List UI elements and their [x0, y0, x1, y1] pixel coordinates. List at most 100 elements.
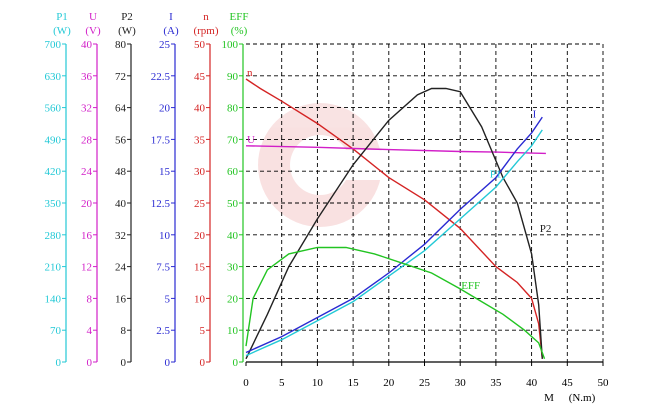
y-tick-label: 0: [165, 357, 171, 369]
y-tick-label: 80: [115, 39, 127, 51]
y-tick-label: 40: [227, 230, 239, 242]
y-tick-label: 16: [115, 293, 127, 305]
y-tick-label: 280: [45, 230, 62, 242]
y-tick-label: 560: [45, 103, 62, 115]
y-tick-label: 0: [121, 357, 127, 369]
y-tick-label: 24: [81, 166, 93, 178]
y-axis-unit: (%): [231, 25, 248, 37]
y-tick-label: 24: [115, 262, 127, 274]
y-tick-label: 630: [45, 71, 62, 83]
x-tick-label: 30: [455, 377, 467, 389]
x-tick-label: 50: [598, 377, 610, 389]
series-p2-line: [245, 87, 543, 360]
y-tick-label: 22.5: [151, 71, 171, 83]
y-axis-unit: (W): [118, 25, 136, 37]
y-tick-label: 700: [45, 39, 62, 51]
y-tick-label: 10: [227, 325, 239, 337]
series-lines: [245, 78, 546, 360]
y-axis-unit: (rpm): [193, 25, 218, 37]
x-tick-label: 20: [383, 377, 395, 389]
y-tick-label: 210: [45, 262, 62, 274]
y-tick-label: 72: [115, 71, 126, 83]
y-tick-label: 15: [159, 166, 171, 178]
y-tick-label: 100: [222, 39, 239, 51]
y-axis-unit: (A): [163, 25, 179, 37]
y-axis-name: I: [169, 11, 173, 23]
x-tick-label: 45: [562, 377, 574, 389]
y-tick-label: 70: [227, 134, 239, 146]
y-tick-label: 32: [115, 230, 126, 242]
y-tick-label: 45: [194, 71, 206, 83]
series-p2-label: P2: [540, 223, 552, 235]
y-tick-label: 25: [194, 198, 206, 210]
y-tick-label: 48: [115, 166, 127, 178]
y-tick-label: 350: [45, 198, 62, 210]
y-tick-label: 20: [194, 230, 206, 242]
x-tick-label: 0: [243, 377, 249, 389]
series-n-line: [245, 78, 543, 359]
series-p1-line: [245, 129, 543, 357]
y-tick-label: 56: [115, 134, 127, 146]
y-tick-label: 50: [227, 198, 239, 210]
x-tick-label: 25: [419, 377, 431, 389]
y-tick-label: 10: [194, 293, 206, 305]
y-axis-name: n: [203, 11, 209, 23]
x-axis: 0 5 10 15 20 25 30 35 40 45 50 M (N.m): [243, 362, 609, 404]
y-tick-label: 80: [227, 103, 239, 115]
series-eff-label: EFF: [461, 280, 480, 292]
y-tick-label: 36: [81, 71, 93, 83]
series-i-label: I: [533, 108, 537, 120]
x-tick-label: 5: [279, 377, 285, 389]
y-tick-label: 64: [115, 103, 127, 115]
y-tick-label: 0: [87, 357, 93, 369]
watermark: [258, 103, 390, 227]
y-tick-label: 8: [121, 325, 127, 337]
x-tick-label: 40: [526, 377, 538, 389]
y-tick-label: 140: [45, 293, 62, 305]
series-eff-line: [245, 246, 546, 360]
y-tick-label: 28: [81, 134, 93, 146]
y-tick-label: 4: [87, 325, 93, 337]
y-axis-name: U: [89, 11, 97, 23]
y-tick-label: 2.5: [156, 325, 170, 337]
y-axis-name: P2: [121, 11, 133, 23]
y-axes: P1(W)070140210280350420490560630700U(V)0…: [45, 11, 249, 369]
y-tick-label: 10: [159, 230, 171, 242]
y-axis-unit: (V): [85, 25, 101, 37]
y-tick-label: 420: [45, 166, 62, 178]
y-tick-label: 15: [194, 262, 206, 274]
y-tick-label: 90: [227, 71, 239, 83]
y-tick-label: 5: [165, 293, 171, 305]
y-tick-label: 16: [81, 230, 93, 242]
y-axis-p1: P1 (W) 0 70 140 210 280 350 420 490 560 630 700: [45, 11, 72, 369]
y-tick-label: 20: [81, 198, 93, 210]
y-tick-label: 8: [87, 293, 93, 305]
y-tick-label: 35: [194, 134, 206, 146]
y-tick-label: 32: [81, 103, 92, 115]
y-tick-label: 40: [194, 103, 206, 115]
x-tick-label: 10: [312, 377, 324, 389]
y-tick-label: 0: [233, 357, 239, 369]
y-tick-label: 40: [81, 39, 93, 51]
x-axis-name: M: [544, 392, 554, 404]
x-axis-unit: (N.m): [569, 392, 596, 404]
y-axis-n: n (rpm) 0 5 10 15 20 25 30 35 40 45 50: [193, 11, 218, 369]
y-tick-label: 30: [194, 166, 206, 178]
y-tick-label: 12: [81, 262, 92, 274]
series-u-label: U: [247, 134, 255, 146]
y-tick-label: 5: [200, 325, 206, 337]
y-tick-label: 20: [227, 293, 239, 305]
series-u-line: [245, 145, 546, 155]
series-n-label: n: [247, 67, 253, 79]
y-tick-label: 70: [50, 325, 62, 337]
y-tick-label: 7.5: [156, 262, 170, 274]
y-axis-p2: P2 (W) 0 8 16 24 32 40 48 56 64 72 80: [115, 11, 136, 369]
y-axis-name: EFF: [230, 11, 249, 23]
y-axis-u: U (V) 0 4 8 12 16 20 24 28 32 36 40: [81, 11, 101, 369]
y-axis-i: I (A) 0 2.5 5 7.5 10 12.5 15 17.5 20 22.5 25: [151, 11, 179, 369]
y-tick-label: 17.5: [151, 134, 171, 146]
y-axis-name: P1: [56, 11, 68, 23]
y-tick-label: 0: [200, 357, 206, 369]
y-axis-eff: EFF (%) 0 10 20 30 40 50 60 70 80 90 100: [222, 11, 249, 369]
